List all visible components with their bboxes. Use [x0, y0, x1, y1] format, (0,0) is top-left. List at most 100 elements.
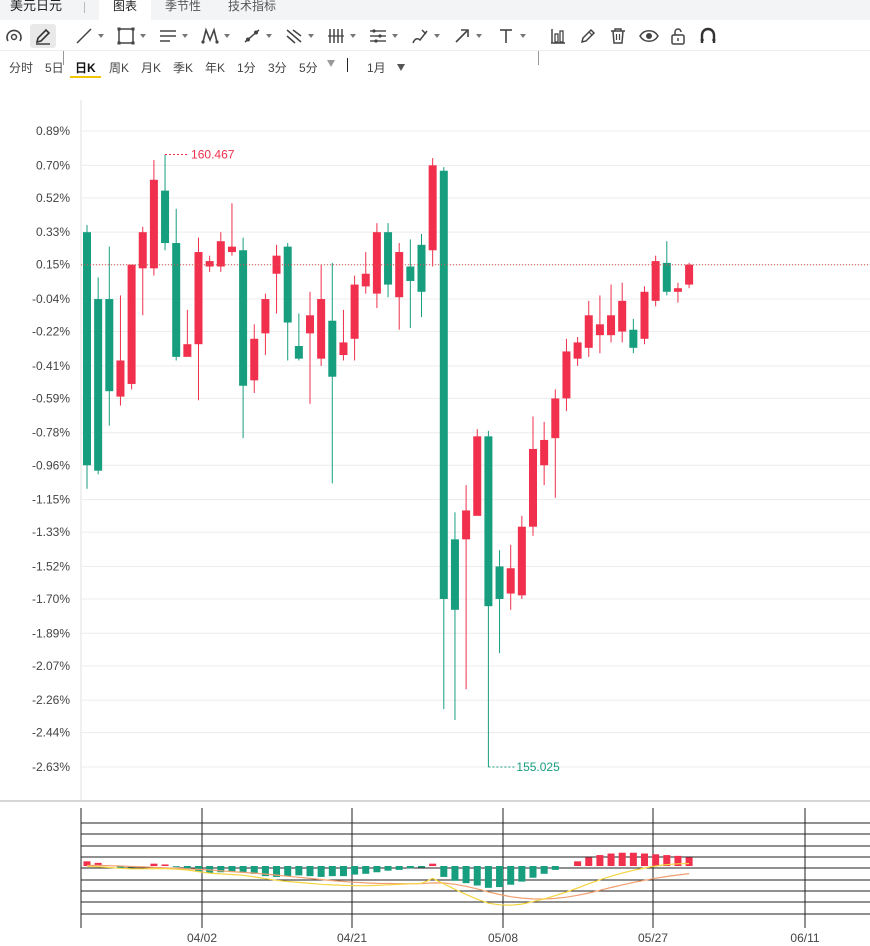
- candle-body: [529, 449, 537, 527]
- unlock-icon[interactable]: [668, 24, 688, 48]
- candle-body: [339, 342, 348, 356]
- period-weekly[interactable]: 周K: [109, 61, 130, 75]
- y-tick-label: -0.04%: [32, 292, 70, 306]
- y-tick-label: -2.26%: [32, 693, 70, 707]
- period-intraday[interactable]: 分时: [9, 61, 34, 75]
- x-axis: 04/02 04/21 05/08 05/27 06/11: [187, 931, 820, 945]
- candle-body: [595, 324, 604, 336]
- y-tick-label: 0.52%: [36, 191, 70, 205]
- candle-body: [216, 241, 225, 267]
- x-tick-label: 06/11: [790, 931, 819, 945]
- magnet-u-icon[interactable]: [698, 24, 718, 48]
- y-tick-label: 0.70%: [36, 158, 70, 172]
- candle-body: [183, 344, 192, 357]
- brush-icon[interactable]: [410, 24, 440, 48]
- period-quarterly[interactable]: 季K: [173, 61, 194, 75]
- period-3min[interactable]: 3分: [268, 61, 287, 75]
- period-5day[interactable]: 5日: [45, 61, 64, 75]
- y-tick-label: -1.70%: [32, 592, 70, 606]
- candle-body: [484, 436, 493, 607]
- tab-chart[interactable]: 图表: [99, 0, 151, 20]
- macd-bar: [663, 855, 671, 866]
- macd-bar: [373, 866, 381, 873]
- candle-body: [384, 232, 393, 285]
- macd-bar: [306, 866, 314, 877]
- macd-bar: [217, 866, 225, 873]
- parallel-lines-icon[interactable]: [158, 24, 188, 48]
- candle-body: [462, 510, 471, 540]
- candle-body: [685, 264, 694, 285]
- candle-body: [439, 170, 448, 599]
- macd-bar: [362, 866, 370, 874]
- candle-body: [116, 360, 125, 397]
- y-axis: 0.89% 0.70% 0.52% 0.33% 0.15% -0.04% -0.22% -0.…: [32, 124, 70, 774]
- y-tick-label: 0.15%: [36, 258, 70, 272]
- tab-bar: 美元日元 图表 季节性 技术指标: [0, 0, 870, 20]
- bar-chart-icon[interactable]: [548, 24, 568, 48]
- candle-body: [227, 246, 236, 253]
- candle-body: [328, 320, 337, 377]
- period-daily[interactable]: 日K: [75, 61, 96, 75]
- macd-bar: [339, 866, 347, 877]
- candle-body: [651, 261, 660, 301]
- pencil-icon[interactable]: [30, 24, 56, 48]
- candle-body: [417, 244, 426, 292]
- macd-bar: [429, 863, 437, 866]
- y-tick-label: -0.78%: [32, 426, 70, 440]
- period-yearly[interactable]: 年K: [205, 61, 226, 75]
- macd-bar: [351, 866, 359, 875]
- macd-bar: [652, 854, 660, 866]
- horizontal-lines-icon[interactable]: [368, 24, 398, 48]
- toolbar-divider: [63, 51, 64, 65]
- y-tick-label: -0.41%: [32, 359, 70, 373]
- text-icon[interactable]: [496, 24, 526, 48]
- macd-bar: [183, 866, 191, 870]
- candlestick-chart[interactable]: 0.89% 0.70% 0.52% 0.33% 0.15% -0.04% -0.22% -0.…: [0, 100, 870, 946]
- candle-body: [562, 351, 571, 399]
- y-tick-label: -2.44%: [32, 726, 70, 740]
- toolbar-divider: [538, 51, 539, 65]
- edit-icon[interactable]: [578, 24, 598, 48]
- title-divider: [84, 2, 85, 13]
- period-more-icon[interactable]: [327, 60, 335, 67]
- macd-bar: [94, 862, 102, 866]
- candle-body: [495, 566, 504, 599]
- magnet-icon[interactable]: [4, 24, 24, 48]
- macd-bar: [273, 866, 281, 877]
- y-tick-label: -2.07%: [32, 659, 70, 673]
- y-tick-label: -0.22%: [32, 325, 70, 339]
- tab-technical-indicators[interactable]: 技术指标: [228, 0, 277, 13]
- trend-line-icon[interactable]: [242, 24, 272, 48]
- eye-icon[interactable]: [638, 24, 660, 48]
- macd-bar: [418, 866, 425, 868]
- zigzag-icon[interactable]: [200, 24, 230, 48]
- chevron-down-icon: [397, 64, 406, 71]
- trash-icon[interactable]: [608, 24, 628, 48]
- x-tick-label: 05/08: [488, 931, 518, 945]
- candle-body: [473, 436, 482, 516]
- arrow-icon[interactable]: [452, 24, 482, 48]
- month-select[interactable]: 1月: [367, 59, 406, 76]
- y-tick-label: -1.15%: [32, 493, 70, 507]
- macd-bar: [607, 853, 615, 866]
- period-monthly[interactable]: 月K: [141, 61, 162, 75]
- period-1min[interactable]: 1分: [237, 61, 256, 75]
- candle-body: [283, 246, 292, 323]
- period-5min[interactable]: 5分: [299, 61, 318, 75]
- instrument-title: 美元日元: [10, 0, 63, 13]
- macd-bar: [685, 857, 693, 866]
- scissor-lines-icon[interactable]: [284, 24, 314, 48]
- macd-bar: [440, 866, 448, 877]
- macd-bar: [585, 857, 593, 866]
- line-icon[interactable]: [74, 24, 104, 48]
- candle-body: [573, 342, 582, 359]
- macd-bar: [250, 866, 258, 874]
- rectangle-icon[interactable]: [116, 24, 146, 48]
- candle-body: [194, 252, 203, 345]
- candle-body: [83, 232, 91, 466]
- tab-seasonality[interactable]: 季节性: [165, 0, 202, 13]
- macd-bar: [395, 866, 403, 870]
- candle-body: [618, 300, 627, 332]
- vertical-lines-icon[interactable]: [326, 24, 356, 48]
- macd-bar: [496, 866, 504, 888]
